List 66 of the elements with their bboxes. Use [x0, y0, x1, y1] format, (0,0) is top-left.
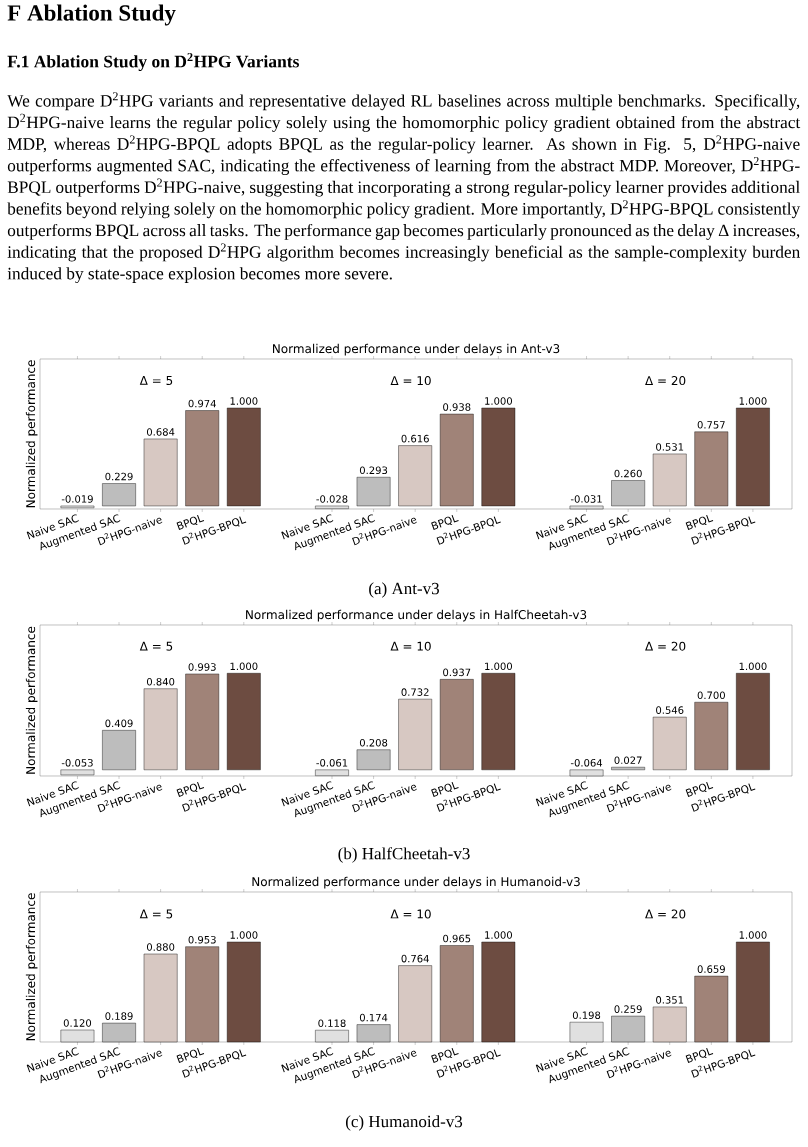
data-label: 0.880 [146, 943, 175, 951]
data-label: 0.293 [359, 466, 388, 475]
chart-title: Normalized performance under delays in Humanoid-v3 [252, 876, 580, 889]
data-label: 0.757 [697, 421, 725, 429]
data-label: 0.684 [146, 428, 175, 436]
text: F Ablation Study [7, 4, 176, 26]
chart-title: Normalized performance under delays in Ant-v3 [273, 343, 560, 356]
data-label: 1.000 [485, 662, 513, 671]
data-label: 0.260 [614, 469, 642, 478]
data-label: 0.174 [359, 1013, 388, 1022]
data-label: -0.061 [316, 759, 348, 767]
text: We compare D$^{2}$HPG variants and representative delayed RL baselines across multiple benchmarks. Specifically, D$^{2}$HPG-naive learns the regular policy solely using the homomorphic policy gradient obtained from the abstract MDP, whereas D$^{2}$HPG-BPQL adopts BPQL as the regular-policy learner. As shown in Fig. 5, D$^{2}$HPG-naive outperforms augmented SAC, indicating the effectiveness of learning from the abstract MDP. Moreover, D$^{2}$HPG-BPQL outperforms D$^{2}$HPG-naive, suggesting that incorporating a strong regular-policy learner provides additional benefits beyond relying solely on the homomorphic policy gradient. More importantly, D$^{2}$HPG-BPQL consistently outperforms BPQL across all tasks. The performance gap becomes particularly pronounced as the delay Δ increases, indicating that the proposed D$^{2}$HPG algorithm becomes increasingly beneficial as the sample-complexity burden induced by state-space explosion becomes more severe. [7, 92, 801, 284]
data-label: 0.840 [146, 677, 175, 686]
data-label: 0.659 [697, 965, 725, 973]
data-label: 1.000 [230, 931, 258, 939]
text: Δ = 10 [390, 641, 431, 651]
data-label: -0.028 [316, 495, 348, 503]
data-label: 0.189 [105, 1012, 133, 1020]
data-label: 1.000 [485, 397, 513, 405]
text: (c) Humanoid-v3 [345, 1115, 463, 1131]
y-axis-title: Normalized performance [25, 360, 38, 508]
data-label: 0.546 [656, 706, 684, 714]
data-label: 0.764 [401, 954, 429, 963]
data-label: 1.000 [739, 931, 767, 939]
data-label: 0.118 [318, 1019, 346, 1027]
data-label: 1.000 [485, 931, 513, 939]
chart-title: Normalized performance under delays in HalfCheetah-v3 [246, 609, 587, 622]
data-label: 0.953 [188, 935, 216, 944]
text: Δ = 10 [390, 376, 431, 386]
data-label: 0.993 [188, 663, 216, 671]
y-axis-title: Normalized performance [25, 893, 38, 1041]
text: Δ = 20 [645, 376, 686, 386]
text: Δ = 20 [645, 909, 686, 919]
data-label: 0.229 [105, 472, 133, 481]
data-label: 0.965 [443, 934, 471, 943]
data-label: 1.000 [230, 662, 258, 671]
text: Δ = 5 [139, 641, 173, 651]
data-label: 0.198 [572, 1011, 601, 1019]
data-label: 0.937 [443, 668, 471, 677]
text: F.1 Ablation Study on D$^{2}$HPG Variants [7, 52, 299, 72]
data-label: 1.000 [230, 397, 258, 405]
text: Δ = 5 [139, 376, 173, 385]
data-label: 0.938 [443, 403, 471, 411]
data-label: 0.027 [614, 756, 642, 765]
data-label: 0.208 [359, 738, 388, 747]
data-label: 0.732 [401, 688, 429, 696]
data-label: -0.053 [61, 759, 93, 767]
text: Δ = 20 [645, 641, 686, 651]
data-label: -0.019 [61, 495, 93, 503]
data-label: 0.531 [656, 443, 684, 451]
text: Δ = 10 [390, 909, 431, 919]
text: (a) Ant-v3 [369, 582, 439, 598]
data-label: -0.031 [570, 495, 602, 503]
data-label: 0.974 [188, 399, 216, 408]
data-label: 0.351 [656, 996, 684, 1004]
data-label: 0.259 [614, 1005, 642, 1013]
data-label: 1.000 [739, 662, 767, 671]
data-label: 1.000 [739, 397, 767, 405]
data-label: -0.064 [570, 759, 603, 767]
data-label: 0.120 [63, 1019, 92, 1027]
data-label: 0.616 [401, 434, 429, 443]
text: Δ = 5 [139, 909, 173, 919]
text: (b) HalfCheetah-v3 [338, 847, 470, 863]
data-label: 0.700 [697, 691, 725, 700]
y-axis-title: Normalized performance [25, 626, 38, 774]
data-label: 0.409 [105, 719, 133, 728]
